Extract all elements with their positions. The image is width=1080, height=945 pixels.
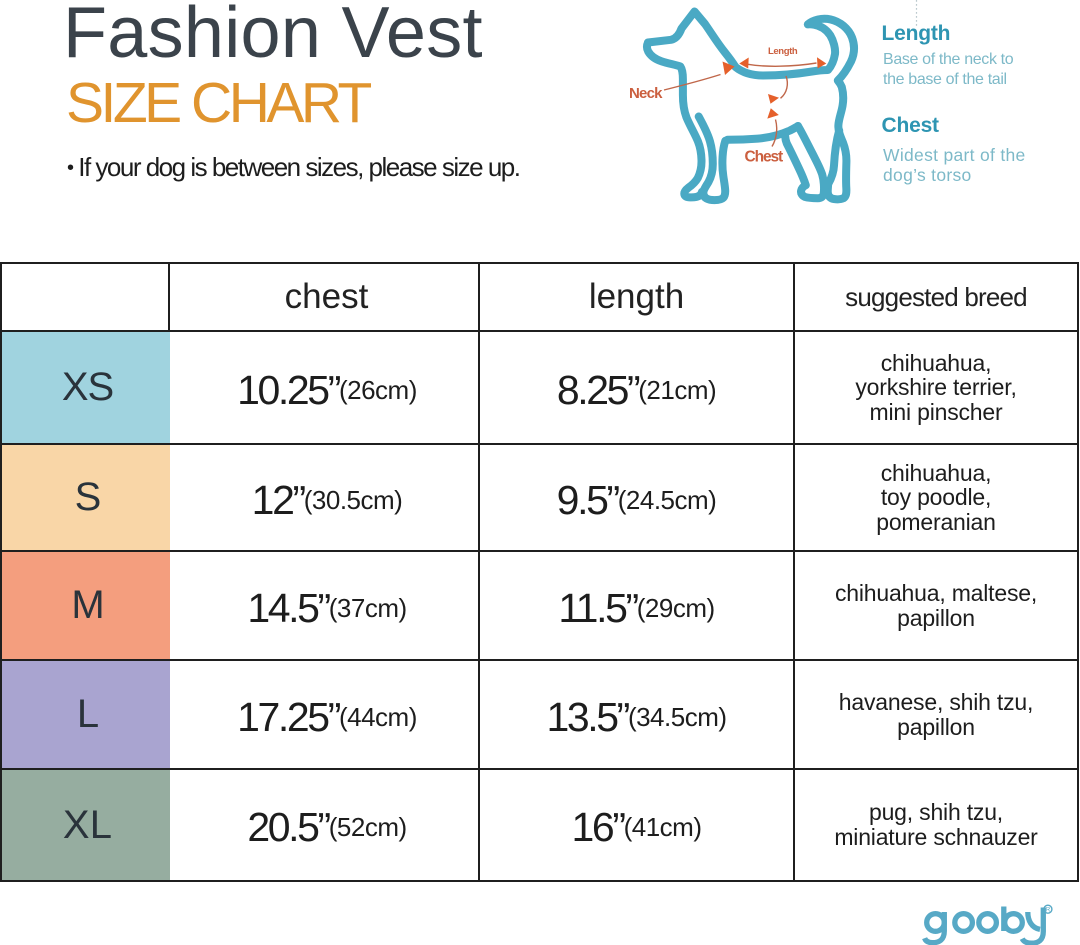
svg-text:Length: Length [768, 46, 798, 57]
svg-text:R: R [1046, 907, 1051, 913]
svg-text:Neck: Neck [629, 85, 663, 102]
svg-text:Chest: Chest [745, 149, 784, 166]
